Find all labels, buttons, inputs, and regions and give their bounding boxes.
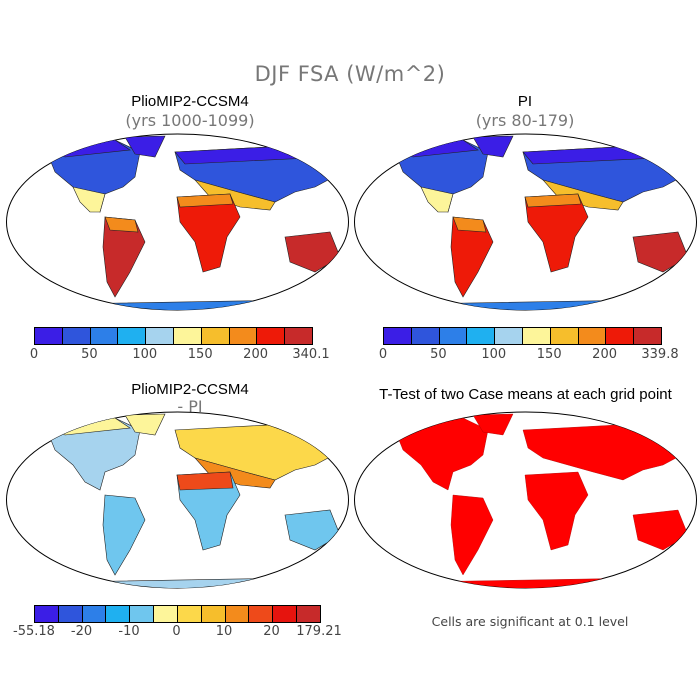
panel-subtitle-pi: (yrs 80-179): [475, 111, 575, 130]
colorbar-tick-label: -55.18: [13, 624, 55, 639]
colorbar-swatch: [177, 606, 202, 622]
colorbar-tick-label: 50: [430, 347, 447, 362]
figure-title: DJF FSA (W/m^2): [254, 62, 446, 86]
colorbar-tick-label: 179.21: [296, 624, 342, 639]
colorbar-swatch: [173, 328, 202, 344]
colorbar-swatch: [467, 328, 496, 344]
colorbar-swatch: [146, 328, 174, 344]
panel-title-plio: PlioMIP2-CCSM4: [131, 93, 249, 110]
colorbar-tick-label: 200: [592, 347, 618, 362]
colorbar-swatch: [62, 328, 91, 344]
colorbar-swatch: [229, 328, 258, 344]
colorbar-swatch: [154, 606, 178, 622]
panel-title-ttest: T-Test of two Case means at each grid po…: [379, 386, 672, 403]
panel-title-diff: PlioMIP2-CCSM4: [131, 381, 249, 398]
colorbar-tick-label: 100: [132, 347, 158, 362]
colorbar-tick-label: 10: [215, 624, 233, 639]
colorbar-swatch: [634, 328, 661, 344]
colorbar-swatch: [439, 328, 468, 344]
colorbar-swatch: [58, 606, 83, 622]
colorbar-tick-label: 50: [81, 347, 98, 362]
map-pi-abs: [354, 133, 697, 311]
colorbar-swatch: [201, 606, 226, 622]
colorbar-tick-label: 150: [536, 347, 562, 362]
map-plio-abs: [6, 133, 349, 311]
colorbar-swatch: [82, 606, 107, 622]
colorbar-swatch: [606, 328, 635, 344]
colorbar-labels-plio-abs: 0 50 100 150 200 340.1: [30, 347, 330, 363]
colorbar-swatch: [522, 328, 551, 344]
colorbar-swatch: [118, 328, 147, 344]
colorbar-tick-label: 340.1: [292, 347, 330, 362]
colorbar-swatch: [384, 328, 412, 344]
panel-title-pi: PI: [517, 93, 533, 110]
panel-subtitle-diff: - PI: [177, 397, 203, 416]
colorbar-swatch: [35, 606, 59, 622]
colorbar-swatch: [285, 328, 312, 344]
colorbar-swatch: [35, 328, 63, 344]
colorbar-plio-abs: [34, 327, 313, 345]
colorbar-swatch: [249, 606, 274, 622]
colorbar-swatch: [90, 328, 119, 344]
colorbar-tick-label: -20: [70, 624, 93, 639]
colorbar-swatch: [273, 606, 298, 622]
colorbar-diff: [34, 605, 321, 623]
map-ttest: [354, 411, 697, 589]
colorbar-swatch: [578, 328, 607, 344]
colorbar-tick-label: 0: [172, 624, 181, 639]
colorbar-swatch: [495, 328, 523, 344]
colorbar-swatch: [225, 606, 250, 622]
colorbar-swatch: [201, 328, 230, 344]
colorbar-swatch: [550, 328, 579, 344]
significance-note: Cells are significant at 0.1 level: [431, 614, 629, 629]
colorbar-swatch: [257, 328, 286, 344]
colorbar-tick-label: 339.8: [641, 347, 679, 362]
colorbar-tick-label: 150: [187, 347, 213, 362]
colorbar-tick-label: 0: [29, 347, 39, 362]
map-diff: [6, 411, 349, 589]
colorbar-swatch: [106, 606, 131, 622]
colorbar-labels-pi-abs: 0 50 100 150 200 339.8: [379, 347, 679, 363]
colorbar-tick-label: -10: [118, 624, 140, 639]
colorbar-tick-label: 100: [481, 347, 507, 362]
colorbar-tick-label: 200: [243, 347, 269, 362]
colorbar-swatch: [411, 328, 440, 344]
panel-subtitle-plio: (yrs 1000-1099): [125, 111, 255, 130]
colorbar-tick-label: 0: [378, 347, 388, 362]
colorbar-pi-abs: [383, 327, 662, 345]
colorbar-swatch: [297, 606, 320, 622]
colorbar-labels-diff: -55.18 -20 -10 0 10 20 179.21: [13, 624, 342, 640]
colorbar-swatch: [130, 606, 155, 622]
colorbar-tick-label: 20: [263, 624, 280, 639]
